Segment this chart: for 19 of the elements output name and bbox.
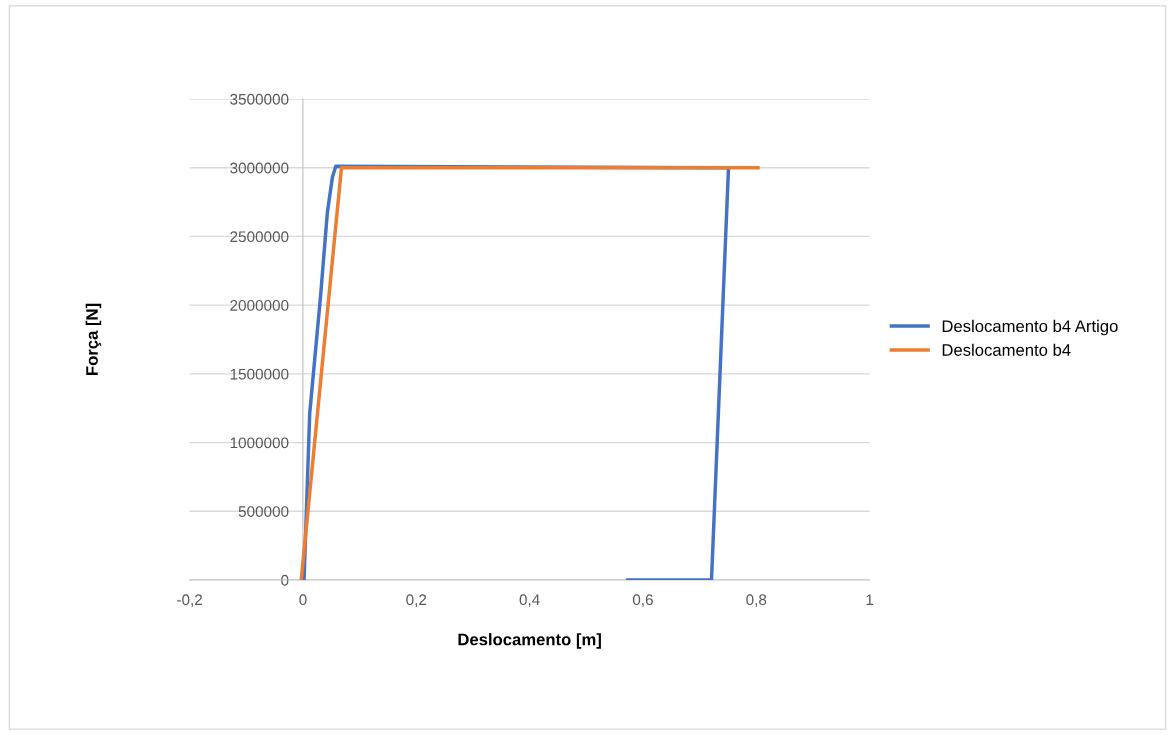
y-tick-label: 500000 <box>238 506 289 517</box>
legend-label: Deslocamento b4 <box>942 343 1071 356</box>
y-tick-label: 2000000 <box>230 300 289 311</box>
x-tick-label: 0,8 <box>746 594 767 607</box>
x-tick-label: -0,2 <box>177 594 202 607</box>
legend-label: Deslocamento b4 Artigo <box>942 319 1118 336</box>
y-tick-label: 1000000 <box>230 437 289 449</box>
y-tick-label: 2500000 <box>230 231 289 243</box>
y-tick-label: 1500000 <box>230 368 289 380</box>
x-tick-label: 0,6 <box>632 594 653 607</box>
x-tick-label: 0,4 <box>519 594 540 607</box>
x-tick-label: 0,2 <box>406 594 427 607</box>
y-tick-label: 3500000 <box>230 93 289 105</box>
y-tick-label: 0 <box>281 574 289 586</box>
x-tick-label: 0 <box>299 594 307 606</box>
y-axis-title: Força [N] <box>85 303 102 375</box>
x-axis-title: Deslocamento [m] <box>458 633 601 649</box>
y-tick-label: 3000000 <box>230 162 289 174</box>
x-tick-label: 1 <box>866 594 874 605</box>
